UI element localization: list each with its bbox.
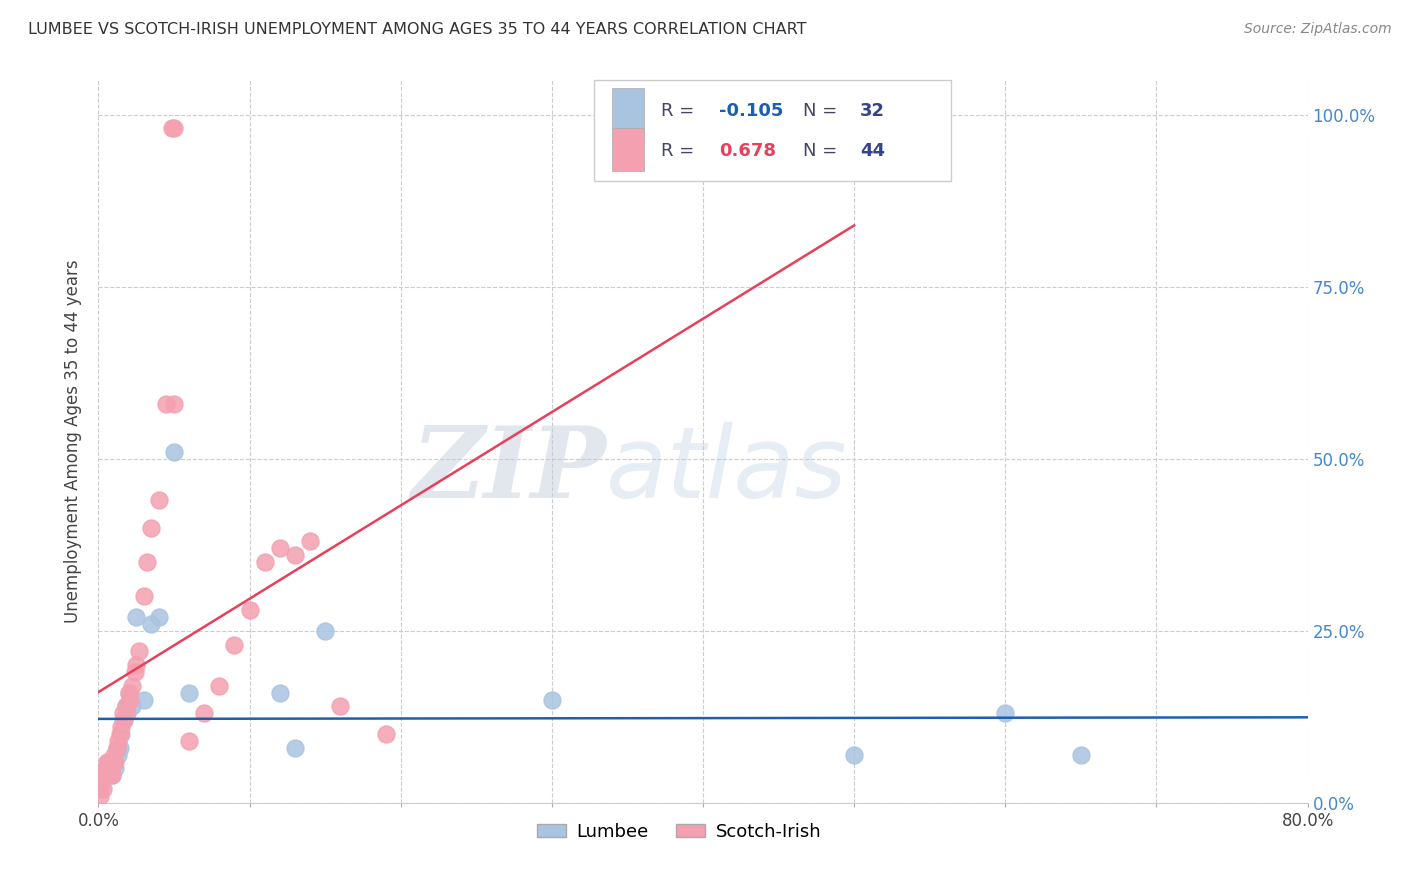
Point xyxy=(89,789,111,803)
Point xyxy=(162,121,184,136)
Point xyxy=(121,699,143,714)
Text: R =: R = xyxy=(661,142,700,160)
Point xyxy=(163,445,186,459)
Text: -0.105: -0.105 xyxy=(718,102,783,120)
Point xyxy=(179,734,201,748)
Point xyxy=(89,782,111,797)
Point xyxy=(284,548,307,562)
Point xyxy=(112,713,135,727)
Point xyxy=(105,740,128,755)
Text: N =: N = xyxy=(803,142,844,160)
Point xyxy=(108,740,131,755)
Point xyxy=(115,706,138,721)
Point xyxy=(193,706,215,721)
FancyBboxPatch shape xyxy=(613,128,644,170)
Point xyxy=(108,727,131,741)
Point xyxy=(96,761,118,775)
Y-axis label: Unemployment Among Ages 35 to 44 years: Unemployment Among Ages 35 to 44 years xyxy=(65,260,83,624)
Text: 0.678: 0.678 xyxy=(718,142,776,160)
Point xyxy=(540,692,562,706)
Point xyxy=(124,665,146,679)
Point xyxy=(101,768,124,782)
Point xyxy=(91,768,114,782)
Point xyxy=(132,590,155,604)
Text: 32: 32 xyxy=(860,102,886,120)
Text: N =: N = xyxy=(803,102,844,120)
Text: Source: ZipAtlas.com: Source: ZipAtlas.com xyxy=(1244,22,1392,37)
Point xyxy=(110,720,132,734)
Point xyxy=(239,603,262,617)
FancyBboxPatch shape xyxy=(595,80,950,181)
Point xyxy=(121,679,143,693)
Point xyxy=(1070,747,1092,762)
Point xyxy=(163,397,186,411)
Point xyxy=(269,541,291,556)
Point xyxy=(96,755,118,769)
Point xyxy=(110,727,132,741)
Point xyxy=(253,555,276,569)
Point xyxy=(90,775,112,789)
Point xyxy=(93,768,115,782)
Text: ZIP: ZIP xyxy=(412,422,606,518)
Point xyxy=(120,692,142,706)
Point xyxy=(299,534,322,549)
Point xyxy=(844,747,866,762)
Point xyxy=(91,782,114,797)
Point xyxy=(107,747,129,762)
Point xyxy=(104,761,127,775)
Point xyxy=(118,686,141,700)
Legend: Lumbee, Scotch-Irish: Lumbee, Scotch-Irish xyxy=(530,815,828,848)
Point xyxy=(329,699,352,714)
Point xyxy=(118,686,141,700)
Point xyxy=(98,755,121,769)
Point xyxy=(111,706,134,721)
Text: R =: R = xyxy=(661,102,700,120)
Point xyxy=(114,699,136,714)
Point xyxy=(125,658,148,673)
Point xyxy=(100,761,122,775)
Point xyxy=(105,740,128,755)
Point xyxy=(284,740,307,755)
Point xyxy=(100,761,122,775)
Text: 44: 44 xyxy=(860,142,886,160)
Point xyxy=(208,679,231,693)
Point xyxy=(179,686,201,700)
Point xyxy=(148,610,170,624)
Point xyxy=(125,610,148,624)
Point xyxy=(94,761,117,775)
Point xyxy=(114,699,136,714)
Point xyxy=(128,644,150,658)
FancyBboxPatch shape xyxy=(613,87,644,130)
Point xyxy=(141,616,163,631)
Point xyxy=(94,761,117,775)
Point xyxy=(104,755,127,769)
Point xyxy=(269,686,291,700)
Point xyxy=(141,520,163,534)
Point xyxy=(994,706,1017,721)
Point xyxy=(155,397,177,411)
Point xyxy=(93,768,115,782)
Point xyxy=(111,713,134,727)
Point xyxy=(90,775,112,789)
Point xyxy=(314,624,336,638)
Point xyxy=(135,555,157,569)
Point xyxy=(103,755,125,769)
Point xyxy=(224,638,246,652)
Point xyxy=(148,493,170,508)
Point xyxy=(98,768,121,782)
Point xyxy=(163,121,186,136)
Point xyxy=(374,727,396,741)
Point xyxy=(132,692,155,706)
Point xyxy=(107,734,129,748)
Point xyxy=(103,747,125,762)
Text: LUMBEE VS SCOTCH-IRISH UNEMPLOYMENT AMONG AGES 35 TO 44 YEARS CORRELATION CHART: LUMBEE VS SCOTCH-IRISH UNEMPLOYMENT AMON… xyxy=(28,22,807,37)
Point xyxy=(101,768,124,782)
Text: atlas: atlas xyxy=(606,422,848,519)
